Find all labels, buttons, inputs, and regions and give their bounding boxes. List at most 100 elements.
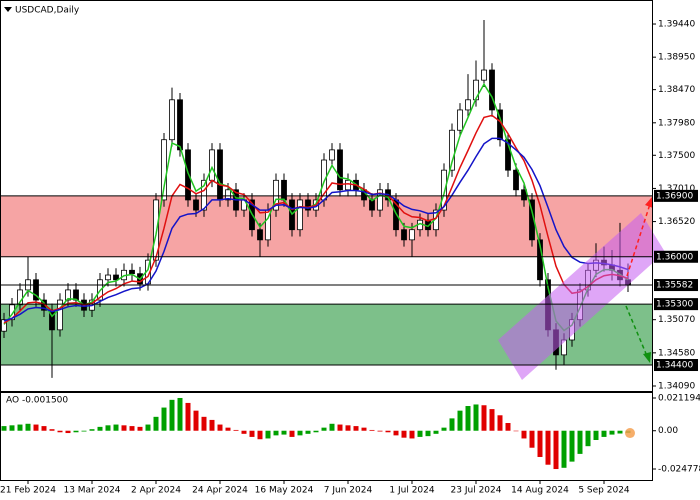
- candle-body: [225, 189, 231, 201]
- y-tick-label: 1.37500: [658, 151, 695, 161]
- ao-bar: [425, 430, 431, 437]
- ao-bar: [169, 399, 175, 431]
- x-tick-label: 5 Sep 2024: [578, 486, 630, 496]
- level-label-box: [654, 298, 698, 311]
- candle-body: [201, 179, 207, 211]
- candle-body: [65, 289, 71, 301]
- ao-bar: [481, 405, 487, 431]
- ao-bar: [369, 429, 375, 431]
- ao-panel-border: [0, 392, 653, 481]
- candle-body: [57, 299, 63, 331]
- ao-bar: [1, 426, 7, 431]
- x-tick-label: 7 Jun 2024: [324, 486, 373, 496]
- candle-body: [345, 179, 351, 191]
- level-label: 1.34400: [656, 361, 693, 371]
- chart-title: USDCAD,Daily: [15, 6, 80, 16]
- ao-bar: [457, 410, 463, 431]
- ao-bar: [449, 418, 455, 431]
- ao-bar: [81, 430, 87, 432]
- ao-bar: [257, 430, 263, 440]
- candle-body: [9, 304, 15, 321]
- ao-bar: [377, 430, 383, 432]
- up-arrow: [626, 203, 651, 277]
- ao-bar: [617, 430, 623, 434]
- x-tick-label: 1 Jul 2024: [389, 486, 434, 496]
- ao-bar: [201, 416, 207, 431]
- ao-bar: [409, 430, 415, 439]
- candle-body: [209, 149, 215, 181]
- price-channel: [498, 213, 665, 380]
- ao-bar: [553, 430, 559, 470]
- x-tick-label: 2 Apr 2024: [131, 486, 181, 496]
- ao-bar: [241, 430, 247, 434]
- candle-body: [281, 179, 287, 201]
- ao-bar: [305, 430, 311, 434]
- candle-body: [41, 299, 47, 311]
- ao-bar: [577, 430, 583, 454]
- candle-body: [297, 199, 303, 231]
- ao-bar: [433, 430, 439, 434]
- ao-bar: [385, 430, 391, 433]
- indicator-line: [3, 114, 629, 324]
- y-tick-label: 1.38470: [658, 85, 695, 95]
- x-tick-label: 16 May 2024: [255, 486, 314, 496]
- ao-bar: [73, 430, 79, 433]
- ao-bar: [217, 424, 223, 431]
- y-tick-label: 1.39440: [658, 20, 695, 30]
- ao-bar: [521, 430, 527, 439]
- main-panel-border: [0, 0, 653, 392]
- candle-body: [489, 69, 495, 111]
- ao-bar: [393, 430, 399, 436]
- ao-bar: [193, 410, 199, 431]
- ao-bar: [129, 426, 135, 431]
- down-arrow: [625, 305, 648, 357]
- candle-body: [257, 229, 263, 241]
- ao-bar: [529, 430, 535, 448]
- ao-bar: [273, 430, 279, 436]
- indicator-line: [3, 137, 629, 322]
- ao-bar: [417, 430, 423, 437]
- level-label: 1.35582: [656, 281, 693, 291]
- ao-bar: [289, 430, 295, 437]
- ao-bar: [41, 426, 47, 431]
- level-label: 1.36000: [656, 252, 693, 262]
- ao-bar: [65, 430, 71, 434]
- zone: [1, 195, 652, 257]
- ao-bar: [601, 430, 607, 437]
- ao-bar: [209, 419, 215, 431]
- overlays: 1.39440 1.38950 1.38470 1.37980 1.37500 1.370…: [1, 20, 698, 391]
- ao-bar: [337, 424, 343, 431]
- ao-bar: [561, 430, 567, 468]
- ao-bar: [441, 427, 447, 431]
- ao-bar: [513, 430, 519, 432]
- ao-bar: [249, 430, 255, 437]
- x-tick-label: 23 Jul 2024: [451, 486, 502, 496]
- y-tick-label: 1.35070: [658, 315, 695, 325]
- ao-bar: [177, 397, 183, 431]
- ao-bar: [401, 430, 407, 438]
- ao-bar: [361, 427, 367, 431]
- ao-bar: [137, 426, 143, 431]
- ao-bar: [593, 430, 599, 440]
- candle-body: [457, 109, 463, 131]
- ao-bar: [33, 424, 39, 431]
- ao-bar: [313, 430, 319, 433]
- ao-bar: [345, 425, 351, 431]
- ao-bar: [585, 430, 591, 447]
- x-tick-label: 13 Mar 2024: [63, 486, 120, 496]
- candle-body: [113, 274, 119, 281]
- ao-bar: [265, 430, 271, 439]
- candle-body: [465, 99, 471, 111]
- candle-body: [473, 79, 479, 101]
- candle-body: [1, 319, 7, 332]
- level-label: 1.35300: [656, 300, 693, 310]
- ao-bar: [113, 424, 119, 431]
- ao-bar: [505, 423, 511, 431]
- level-label: 1.36900: [656, 191, 693, 201]
- y-tick-label: 1.34580: [658, 348, 695, 358]
- ao-bar: [145, 424, 151, 431]
- ao-bar: [49, 429, 55, 431]
- ao-bar: [321, 427, 327, 431]
- candle-body: [377, 189, 383, 211]
